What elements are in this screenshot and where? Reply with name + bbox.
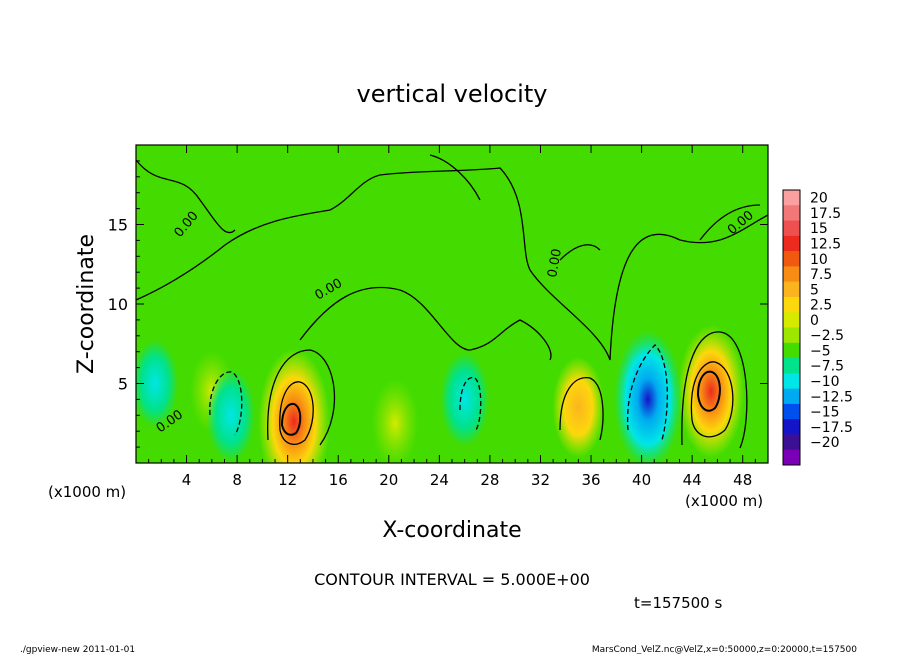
x-tick-label: 36 [581, 471, 600, 489]
contour-ten-line [280, 402, 302, 436]
y-axis-label: Z-coordinate [74, 234, 99, 374]
colorbar-label: −7.5 [810, 359, 844, 375]
colorbar-label: −15 [810, 405, 840, 421]
colorbar-swatch [783, 449, 800, 466]
colorbar: 2017.51512.5107.552.50−2.5−5−7.5−10−12.5… [782, 189, 853, 466]
contour-zero-line [559, 244, 601, 261]
x-tick-label: 12 [278, 471, 297, 489]
contour-five-line [279, 381, 314, 445]
x-tick-label: 24 [430, 471, 449, 489]
updraft-cell [552, 356, 605, 458]
x-tick-label: 40 [632, 471, 651, 489]
x-tick-label: 8 [232, 471, 242, 489]
colorbar-label: −12.5 [810, 389, 853, 405]
x-tick-label: 32 [531, 471, 550, 489]
colorbar-label: 0 [810, 313, 819, 329]
colorbar-swatch [783, 220, 800, 237]
contour-zero-line [136, 159, 236, 234]
y-tick-label: 5 [118, 375, 128, 394]
colorbar-swatch [783, 190, 800, 206]
contour-zero-line [429, 154, 481, 201]
colorbar-swatch [783, 266, 800, 283]
x-tick-label: 20 [379, 471, 398, 489]
x-tick-label: 16 [329, 471, 348, 489]
contour-ten-line [696, 370, 721, 412]
footer-right: MarsCond_VelZ.nc@VelZ,x=0:50000,z=0:2000… [592, 645, 857, 654]
footer-left: ./gpview-new 2011-01-01 [20, 645, 135, 654]
colorbar-label: 7.5 [810, 267, 832, 283]
contour-negative-line [459, 376, 482, 431]
colorbar-label: −20 [810, 435, 840, 451]
colorbar-swatch [783, 403, 800, 420]
downdraft-cell [613, 329, 683, 463]
contour-five-line [690, 361, 734, 438]
x-axis-unit-left: (x1000 m) [48, 483, 126, 501]
colorbar-swatch [783, 327, 800, 344]
contour-zero-line [267, 349, 336, 446]
colorbar-label: 17.5 [810, 206, 841, 222]
colorbar-swatch [783, 281, 800, 298]
y-axis: 5 10 15 [108, 160, 768, 448]
contour-zero-line [699, 204, 761, 241]
colorbar-swatch [783, 235, 800, 252]
x-tick-label: 48 [733, 471, 752, 489]
colorbar-swatch [783, 434, 800, 451]
contour-zero-line [559, 377, 604, 441]
colorbar-label: 15 [810, 221, 828, 237]
x-axis: 4 8 12 16 20 24 28 32 36 40 44 48 [148, 145, 756, 489]
y-tick-label: 15 [108, 216, 128, 235]
x-tick-label: 4 [182, 471, 192, 489]
x-tick-label: 28 [480, 471, 499, 489]
contour-interval-text: CONTOUR INTERVAL = 5.000E+00 [314, 570, 590, 589]
colorbar-swatch [783, 312, 800, 328]
colorbar-label: −5 [810, 343, 831, 359]
y-tick-label: 10 [108, 295, 128, 314]
colorbar-label: 5 [810, 282, 819, 298]
colorbar-label: −17.5 [810, 420, 853, 436]
colorbar-swatch [783, 296, 800, 313]
downdraft-cell [206, 368, 256, 463]
colorbar-swatch [783, 251, 800, 267]
contour-negative-line [626, 344, 668, 441]
contour-lines [136, 154, 768, 449]
downdraft-cell [440, 352, 490, 447]
colorbar-swatch [783, 342, 800, 359]
contour-zero-line [136, 167, 768, 361]
contour-zero-line [299, 286, 552, 361]
colorbar-label: 2.5 [810, 298, 832, 314]
x-tick-label: 44 [683, 471, 702, 489]
colorbar-swatch [783, 373, 800, 390]
velocity-features [136, 325, 744, 463]
colorbar-frame [782, 189, 801, 466]
updraft-cell [372, 379, 419, 463]
colorbar-swatch [783, 388, 800, 405]
colorbar-label: 10 [810, 252, 828, 268]
contour-zero-line [681, 331, 748, 449]
time-text: t=157500 s [634, 594, 722, 612]
downdraft-cell [136, 339, 178, 428]
updraft-cell [678, 325, 744, 458]
colorbar-swatch [783, 358, 800, 374]
colorbar-label: 12.5 [810, 236, 841, 252]
x-axis-unit-right: (x1000 m) [685, 492, 763, 510]
colorbar-label: −2.5 [810, 328, 844, 344]
colorbar-swatch [783, 419, 800, 435]
colorbar-label: 20 [810, 191, 828, 207]
colorbar-swatch [783, 205, 800, 222]
contour-label: 0.00 [545, 248, 565, 279]
colorbar-label: −10 [810, 374, 840, 390]
x-axis-label: X-coordinate [382, 518, 521, 543]
plot-area: 0.00 0.00 0.00 0.00 0.00 4 8 12 16 20 24 28 32 3… [108, 144, 769, 489]
chart-title: vertical velocity [357, 80, 548, 108]
